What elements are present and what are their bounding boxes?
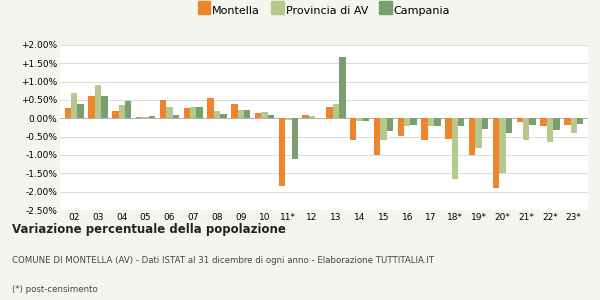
Bar <box>262 112 268 118</box>
Bar <box>523 118 529 140</box>
Bar <box>160 100 166 118</box>
Bar <box>231 104 238 118</box>
Bar <box>125 101 131 118</box>
Bar <box>173 115 179 118</box>
Bar <box>95 85 101 118</box>
Bar <box>326 106 332 118</box>
Bar <box>220 114 227 118</box>
Bar <box>149 116 155 118</box>
Bar <box>493 118 499 188</box>
Bar <box>421 118 428 140</box>
Bar <box>410 118 417 125</box>
Bar <box>196 107 203 118</box>
Bar <box>386 118 393 131</box>
Bar <box>398 118 404 136</box>
Bar <box>529 118 536 125</box>
Text: COMUNE DI MONTELLA (AV) - Dati ISTAT al 31 dicembre di ogni anno - Elaborazione : COMUNE DI MONTELLA (AV) - Dati ISTAT al … <box>12 256 434 265</box>
Bar <box>404 118 410 126</box>
Bar <box>577 118 583 124</box>
Bar <box>142 117 149 118</box>
Bar <box>356 118 363 121</box>
Bar <box>350 118 356 140</box>
Bar <box>452 118 458 179</box>
Bar <box>184 108 190 118</box>
Bar <box>564 118 571 125</box>
Bar <box>434 118 440 126</box>
Bar <box>475 118 482 148</box>
Bar <box>506 118 512 133</box>
Bar <box>255 113 262 118</box>
Bar <box>166 107 173 118</box>
Bar <box>214 111 220 118</box>
Bar <box>71 93 77 118</box>
Legend: Montella, Provincia di AV, Campania: Montella, Provincia di AV, Campania <box>193 1 455 20</box>
Bar <box>541 118 547 126</box>
Bar <box>244 110 250 118</box>
Bar <box>278 118 285 186</box>
Bar <box>292 118 298 159</box>
Bar <box>374 118 380 155</box>
Text: Variazione percentuale della popolazione: Variazione percentuale della popolazione <box>12 223 286 236</box>
Bar <box>517 118 523 122</box>
Bar <box>363 118 370 121</box>
Bar <box>458 118 464 126</box>
Bar <box>428 118 434 126</box>
Bar <box>208 98 214 118</box>
Bar <box>190 106 196 118</box>
Bar <box>339 57 346 118</box>
Bar <box>553 118 560 130</box>
Bar <box>112 111 119 118</box>
Bar <box>65 108 71 118</box>
Bar <box>445 118 452 139</box>
Bar <box>571 118 577 133</box>
Bar <box>482 118 488 129</box>
Bar <box>88 96 95 118</box>
Bar <box>469 118 475 155</box>
Bar <box>136 117 142 118</box>
Bar <box>77 104 84 118</box>
Bar <box>302 116 309 118</box>
Bar <box>380 118 386 140</box>
Bar <box>101 96 107 118</box>
Bar <box>285 118 292 120</box>
Text: (*) post-censimento: (*) post-censimento <box>12 285 98 294</box>
Bar <box>309 116 316 118</box>
Bar <box>238 110 244 118</box>
Bar <box>547 118 553 142</box>
Bar <box>499 118 506 173</box>
Bar <box>332 104 339 118</box>
Bar <box>119 106 125 118</box>
Bar <box>268 115 274 118</box>
